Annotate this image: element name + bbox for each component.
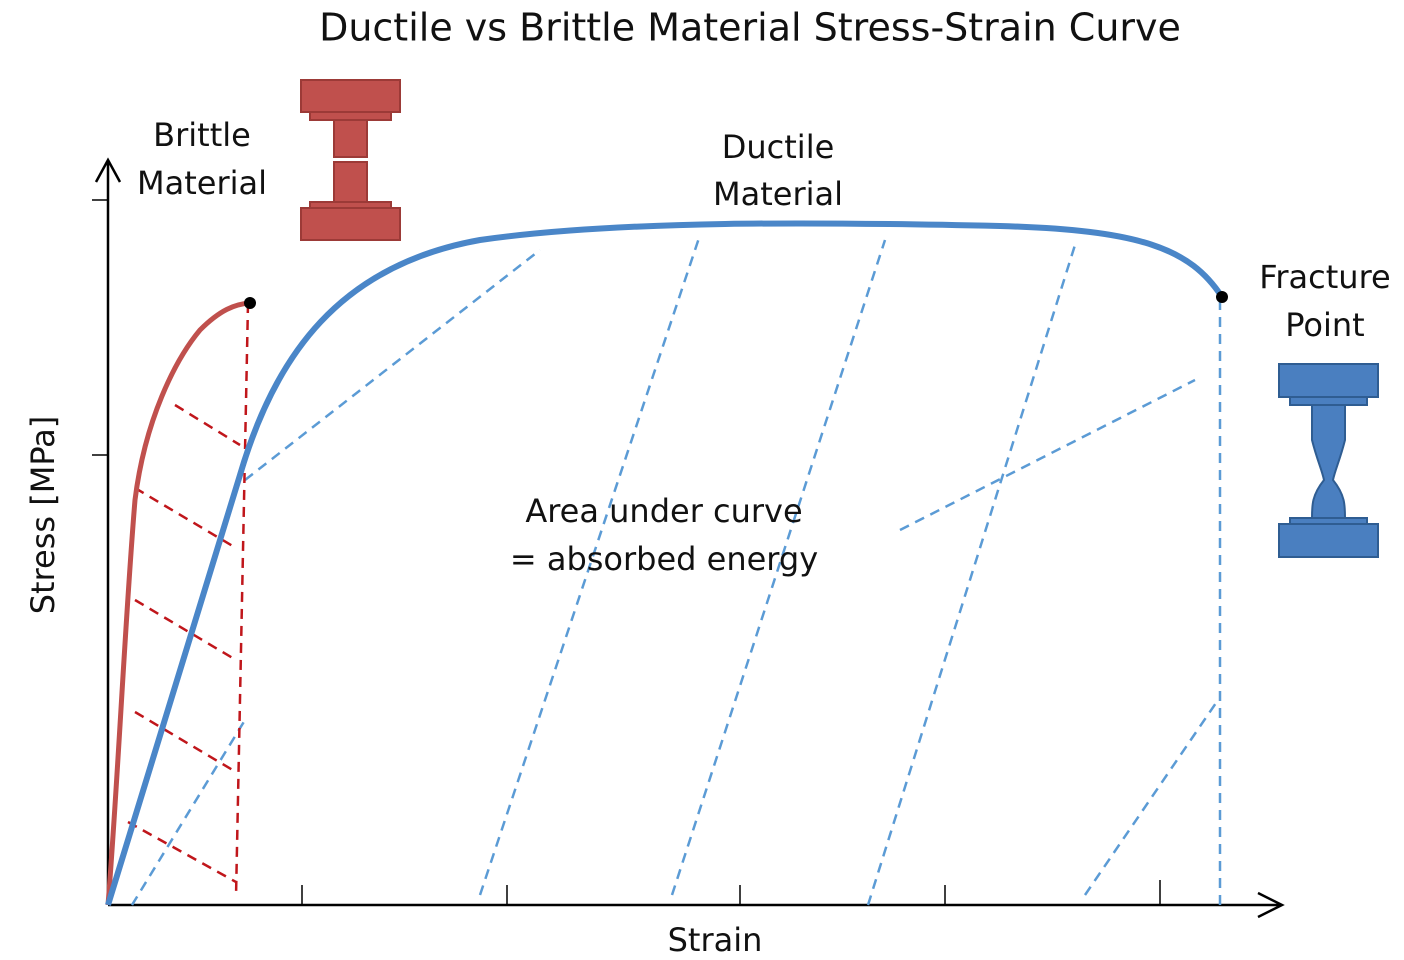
fracture-label-line: Fracture xyxy=(1259,258,1390,296)
ticks xyxy=(92,199,1161,905)
ductile-hatch xyxy=(130,234,1222,906)
y-axis xyxy=(94,157,122,905)
x-axis-label: Strain xyxy=(668,921,763,959)
ductile-curve xyxy=(105,220,1225,906)
ductile-specimen xyxy=(1278,363,1379,558)
title: Ductile vs Brittle Material Stress-Strai… xyxy=(319,6,1181,50)
brittle-label-line: Material xyxy=(137,164,267,202)
ductile-label-line: Ductile xyxy=(722,128,835,166)
area-label-line: = absorbed energy xyxy=(510,540,818,578)
area-label-line: Area under curve xyxy=(525,492,802,530)
brittle-hatch xyxy=(127,302,250,898)
fracture-label-line: Point xyxy=(1285,306,1364,344)
brittle-fracture-dot xyxy=(244,297,256,309)
brittle-specimen xyxy=(300,79,401,241)
brittle-curve xyxy=(105,300,251,906)
ductile-label-line: Material xyxy=(713,175,843,213)
y-axis-label: Stress [MPa] xyxy=(24,416,62,615)
brittle-label-line: Brittle xyxy=(153,116,251,154)
ductile-fracture-dot xyxy=(1216,291,1228,303)
x-axis xyxy=(108,891,1285,919)
